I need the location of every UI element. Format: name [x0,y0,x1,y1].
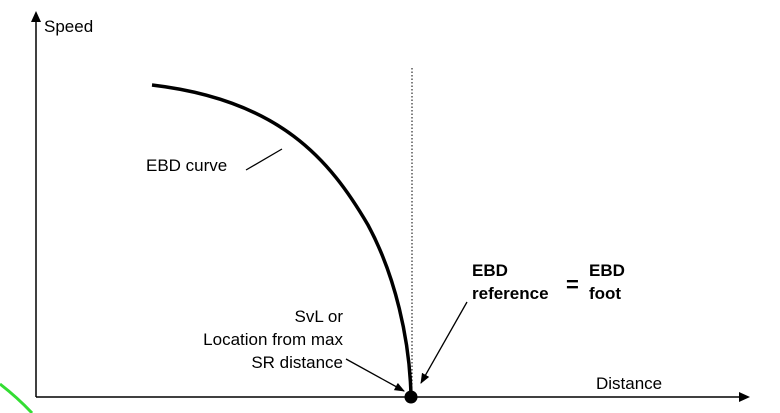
y-axis-arrow-icon [31,11,41,22]
location-note-line3: SR distance [251,353,343,372]
ebd-foot-line2: foot [589,284,621,303]
ebd-curve-leader [245,148,283,171]
equals-sign: = [566,272,579,297]
y-axis-label: Speed [44,17,93,36]
ebd-reference-line2: reference [472,284,549,303]
ebd-foot-line1: EBD [589,261,625,280]
ebd-curve-label: EBD curve [146,156,227,175]
ebd-reference-line1: EBD [472,261,508,280]
x-axis-arrow-icon [739,392,750,402]
ebd-foot-point [404,390,418,404]
location-note-arrow [345,358,405,392]
x-axis-label: Distance [596,374,662,393]
location-note-line1: SvL or [294,307,343,326]
location-note-line2: Location from max [203,330,343,349]
corner-mark [0,382,34,413]
ebd-reference-arrow [420,301,468,384]
ebd-curve [151,83,413,398]
